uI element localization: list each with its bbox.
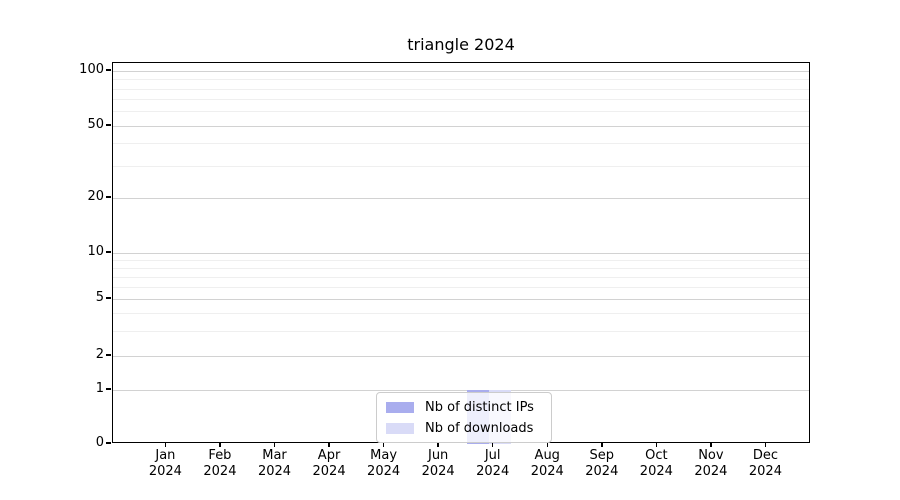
x-tick-label: Jul 2024 xyxy=(476,448,510,479)
legend-label: Nb of distinct IPs xyxy=(425,399,534,415)
x-tick-mark xyxy=(546,443,548,447)
y-tick-label: 100 xyxy=(79,62,104,77)
minor-gridline xyxy=(113,143,809,144)
minor-gridline xyxy=(113,260,809,261)
legend-swatch-icon xyxy=(386,401,414,413)
x-tick-label: Apr 2024 xyxy=(312,448,346,479)
legend-swatch-icon xyxy=(386,422,414,434)
y-tick-mark xyxy=(106,297,111,299)
x-tick-mark xyxy=(491,443,494,447)
x-tick-mark xyxy=(437,443,439,447)
plot-area: Nb of distinct IPs Nb of downloads xyxy=(112,62,810,444)
major-gridline xyxy=(113,299,809,300)
y-tick-label: 50 xyxy=(87,117,104,132)
major-gridline xyxy=(113,390,809,391)
minor-gridline xyxy=(113,313,809,314)
x-tick-mark xyxy=(710,443,712,447)
legend-item: Nb of downloads xyxy=(386,420,542,436)
x-tick-mark xyxy=(219,443,221,447)
minor-gridline xyxy=(113,287,809,288)
major-gridline xyxy=(113,356,809,357)
major-gridline xyxy=(113,253,809,254)
x-tick-label: Oct 2024 xyxy=(639,448,673,479)
y-tick-mark xyxy=(106,124,111,126)
y-tick-label: 20 xyxy=(87,189,104,204)
y-tick-label: 0 xyxy=(95,435,104,450)
major-gridline xyxy=(113,126,809,127)
y-tick-label: 1 xyxy=(95,381,104,396)
x-tick-label: May 2024 xyxy=(367,448,401,479)
minor-gridline xyxy=(113,111,809,112)
y-tick-mark xyxy=(106,388,111,390)
y-tick-label: 2 xyxy=(95,347,104,362)
minor-gridline xyxy=(113,99,809,100)
x-tick-mark xyxy=(655,443,658,447)
x-tick-label: Sep 2024 xyxy=(585,448,619,479)
minor-gridline xyxy=(113,79,809,80)
minor-gridline xyxy=(113,268,809,269)
minor-gridline xyxy=(113,277,809,278)
x-tick-label: Mar 2024 xyxy=(257,448,292,479)
y-tick-label: 10 xyxy=(87,244,104,259)
x-tick-label: Jan 2024 xyxy=(148,448,182,479)
x-tick-mark xyxy=(764,443,767,447)
x-tick-label: Feb 2024 xyxy=(203,448,237,479)
y-tick-mark xyxy=(106,69,111,71)
legend-item: Nb of distinct IPs xyxy=(386,399,542,415)
y-tick-mark xyxy=(106,196,111,198)
x-tick-mark xyxy=(328,443,330,447)
x-tick-mark xyxy=(601,443,603,447)
major-gridline xyxy=(113,198,809,199)
minor-gridline xyxy=(113,331,809,332)
x-tick-label: Aug 2024 xyxy=(530,448,564,479)
x-tick-label: Dec 2024 xyxy=(748,448,782,479)
major-gridline xyxy=(113,71,809,72)
x-tick-label: Jun 2024 xyxy=(421,448,455,479)
minor-gridline xyxy=(113,166,809,167)
x-tick-mark xyxy=(273,443,276,447)
y-tick-mark xyxy=(106,442,111,444)
y-tick-mark xyxy=(106,251,111,253)
chart-title: triangle 2024 xyxy=(407,35,515,54)
x-tick-mark xyxy=(382,443,385,447)
legend-label: Nb of downloads xyxy=(425,420,534,436)
legend: Nb of distinct IPs Nb of downloads xyxy=(376,392,552,443)
x-tick-mark xyxy=(164,443,167,447)
y-tick-label: 5 xyxy=(95,290,104,305)
x-tick-label: Nov 2024 xyxy=(694,448,728,479)
minor-gridline xyxy=(113,89,809,90)
y-tick-mark xyxy=(106,354,111,356)
